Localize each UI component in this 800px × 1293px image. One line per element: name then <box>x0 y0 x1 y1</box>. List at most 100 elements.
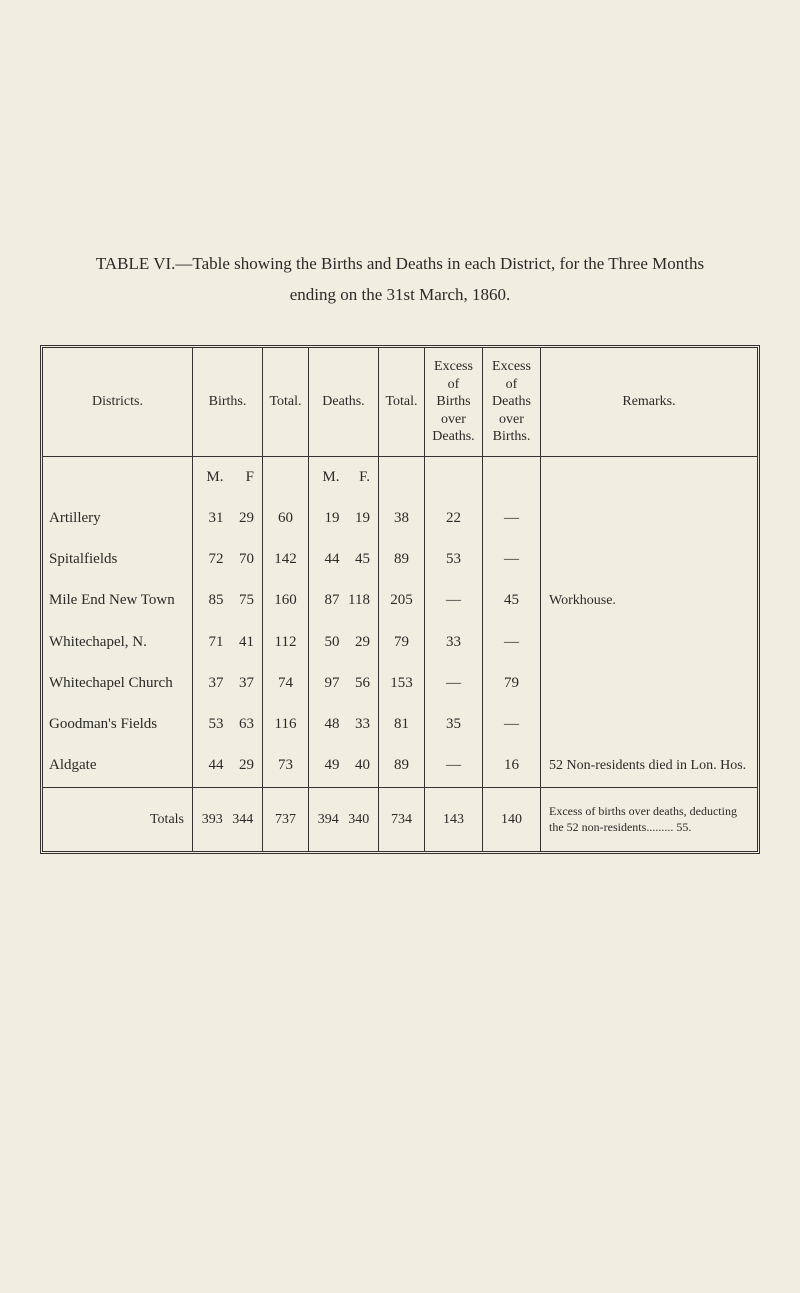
d-m: 49 <box>317 757 340 774</box>
header-row: Districts. Births. Total. Deaths. Total.… <box>43 348 758 457</box>
remark-cell <box>541 704 758 745</box>
tot-d-m: 394 <box>318 812 339 828</box>
births-cell: 31 29 <box>193 498 263 539</box>
d-f: 56 <box>348 675 371 692</box>
header-total2: Total. <box>379 348 425 457</box>
remark-cell <box>541 498 758 539</box>
t1-cell: 116 <box>263 704 309 745</box>
exd-cell: 45 <box>483 580 541 622</box>
b-f: 41 <box>232 634 255 651</box>
exd-cell: — <box>483 539 541 580</box>
mf-empty5 <box>483 456 541 498</box>
totals-remark: Excess of births over deaths, deducting … <box>541 788 758 852</box>
d-f: 118 <box>348 592 371 609</box>
deaths-m-label: M. <box>317 469 340 486</box>
t2-cell: 205 <box>379 580 425 622</box>
births-mf: M. F <box>193 456 263 498</box>
deaths-mf: M. F. <box>309 456 379 498</box>
exb-cell: 35 <box>425 704 483 745</box>
table-row: Aldgate 4429 73 4940 89 — 16 52 Non-resi… <box>43 745 758 788</box>
b-m: 53 <box>201 716 224 733</box>
header-deaths: Deaths. <box>309 348 379 457</box>
tot-b-f: 344 <box>232 812 253 828</box>
deaths-cell: 4445 <box>309 539 379 580</box>
d-f: 33 <box>348 716 371 733</box>
exd-cell: — <box>483 622 541 663</box>
deaths-cell: 1919 <box>309 498 379 539</box>
births-cell: 3737 <box>193 663 263 704</box>
district-cell: Whitechapel Church <box>43 663 193 704</box>
d-m: 19 <box>317 510 340 527</box>
b-f: 63 <box>232 716 255 733</box>
exb-cell: — <box>425 580 483 622</box>
mf-empty <box>43 456 193 498</box>
remark-cell <box>541 622 758 663</box>
deaths-cell: 87 118 <box>309 580 379 622</box>
header-districts: Districts. <box>43 348 193 457</box>
exd-cell: 16 <box>483 745 541 788</box>
table-row: Spitalfields 7270 142 4445 89 53 — <box>43 539 758 580</box>
table-row: Whitechapel, N. 7141 112 5029 79 33 — <box>43 622 758 663</box>
d-m: 48 <box>317 716 340 733</box>
t1-cell: 112 <box>263 622 309 663</box>
table-title: TABLE VI.—Table showing the Births and D… <box>40 250 760 277</box>
t1-cell: 74 <box>263 663 309 704</box>
remark-cell <box>541 663 758 704</box>
births-f-label: F <box>232 469 255 486</box>
d-f: 19 <box>348 510 371 527</box>
district-cell: Whitechapel, N. <box>43 622 193 663</box>
deaths-cell: 4940 <box>309 745 379 788</box>
tot-d-f: 340 <box>348 812 369 828</box>
b-f: 70 <box>232 551 255 568</box>
deaths-f-label: F. <box>348 469 371 486</box>
remark-cell: Workhouse. <box>541 580 758 622</box>
exb-cell: 33 <box>425 622 483 663</box>
remark-cell <box>541 539 758 580</box>
totals-t1: 737 <box>263 788 309 852</box>
births-cell: 8575 <box>193 580 263 622</box>
totals-label: Totals <box>43 788 193 852</box>
births-m-label: M. <box>201 469 224 486</box>
b-f: 75 <box>232 592 255 609</box>
exb-cell: 53 <box>425 539 483 580</box>
mf-empty3 <box>379 456 425 498</box>
header-total1: Total. <box>263 348 309 457</box>
tot-b-m: 393 <box>202 812 223 828</box>
totals-births: 393 344 <box>193 788 263 852</box>
t1-cell: 160 <box>263 580 309 622</box>
births-cell: 7141 <box>193 622 263 663</box>
b-m: 72 <box>201 551 224 568</box>
deaths-cell: 9756 <box>309 663 379 704</box>
exd-cell: — <box>483 498 541 539</box>
mf-empty2 <box>263 456 309 498</box>
header-exd: Excess of Deaths over Births. <box>483 348 541 457</box>
page: TABLE VI.—Table showing the Births and D… <box>0 0 800 854</box>
remark-cell: 52 Non-residents died in Lon. Hos. <box>541 745 758 788</box>
births-cell: 4429 <box>193 745 263 788</box>
t2-cell: 79 <box>379 622 425 663</box>
d-f: 29 <box>348 634 371 651</box>
deaths-cell: 5029 <box>309 622 379 663</box>
table-row: Artillery 3129 60 1919 38 22 — <box>43 498 758 539</box>
t2-cell: 38 <box>379 498 425 539</box>
d-m: 44 <box>317 551 340 568</box>
t2-cell: 89 <box>379 539 425 580</box>
t2-cell: 153 <box>379 663 425 704</box>
mf-empty4 <box>425 456 483 498</box>
totals-exd: 140 <box>483 788 541 852</box>
exb-cell: 22 <box>425 498 483 539</box>
totals-t2: 734 <box>379 788 425 852</box>
b-f: 29 <box>232 510 255 527</box>
b-f: 37 <box>232 675 255 692</box>
header-exb: Excess of Births over Deaths. <box>425 348 483 457</box>
d-m: 87 <box>317 592 340 609</box>
exd-cell: 79 <box>483 663 541 704</box>
b-m: 31 <box>201 510 224 527</box>
births-cell: 72 70 <box>193 539 263 580</box>
district-cell: Aldgate <box>43 745 193 788</box>
table-row: Whitechapel Church 3737 74 9756 153 — 79 <box>43 663 758 704</box>
deaths-cell: 48 33 <box>309 704 379 745</box>
t2-cell: 89 <box>379 745 425 788</box>
district-cell: Artillery <box>43 498 193 539</box>
b-f: 29 <box>232 757 255 774</box>
